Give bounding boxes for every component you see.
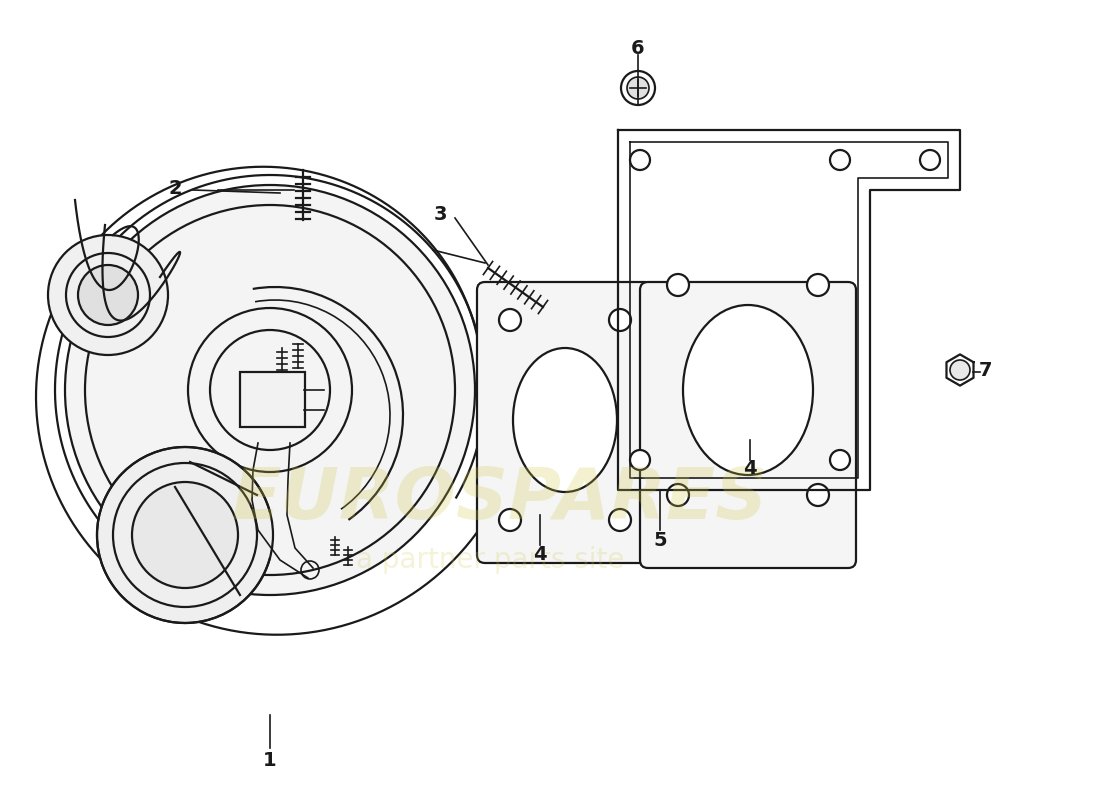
Circle shape (78, 265, 138, 325)
Circle shape (667, 274, 689, 296)
Text: 4: 4 (744, 458, 757, 478)
Text: EUROSPARES: EUROSPARES (232, 466, 768, 534)
Circle shape (132, 482, 238, 588)
Circle shape (499, 309, 521, 331)
Text: 6: 6 (631, 38, 645, 58)
Circle shape (630, 450, 650, 470)
Ellipse shape (513, 348, 617, 492)
Text: 3: 3 (433, 206, 447, 225)
Circle shape (920, 150, 940, 170)
Circle shape (97, 447, 273, 623)
Circle shape (48, 235, 168, 355)
FancyBboxPatch shape (240, 372, 305, 427)
Circle shape (807, 274, 829, 296)
Text: 5: 5 (653, 530, 667, 550)
Circle shape (609, 509, 631, 531)
Circle shape (830, 150, 850, 170)
Circle shape (807, 484, 829, 506)
Text: 1: 1 (263, 750, 277, 770)
Text: 4: 4 (534, 546, 547, 565)
Circle shape (499, 509, 521, 531)
Text: 2: 2 (168, 178, 182, 198)
FancyBboxPatch shape (477, 282, 653, 563)
Circle shape (950, 360, 970, 380)
Circle shape (667, 484, 689, 506)
Circle shape (630, 150, 650, 170)
Circle shape (830, 450, 850, 470)
Text: 7: 7 (978, 361, 992, 379)
Circle shape (627, 77, 649, 99)
Circle shape (65, 185, 475, 595)
Circle shape (609, 309, 631, 331)
Ellipse shape (683, 305, 813, 475)
Text: a partner parts site: a partner parts site (355, 546, 624, 574)
FancyBboxPatch shape (640, 282, 856, 568)
